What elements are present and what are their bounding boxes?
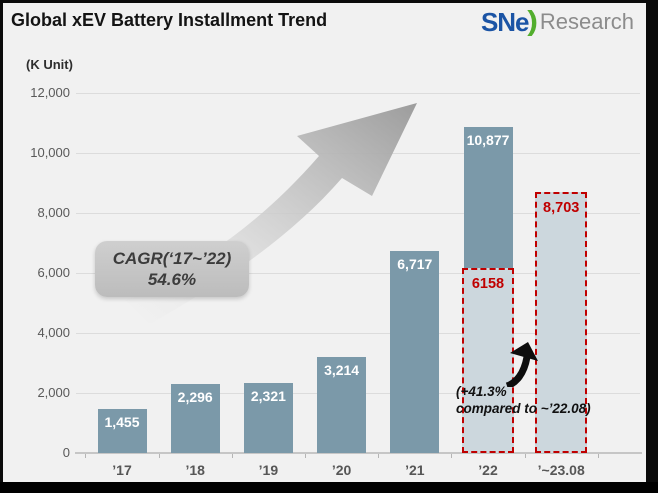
increase-arrow-icon — [505, 342, 538, 387]
gridline — [76, 332, 640, 334]
x-axis-tick — [85, 454, 87, 458]
frame-top-border — [0, 0, 658, 3]
bar-3: 2,321 — [243, 383, 293, 453]
x-axis-category-label: ’18 — [185, 462, 205, 478]
gridline — [76, 272, 640, 274]
comparison-note: (+41.3% compared to ~’22.08) — [456, 384, 591, 418]
y-axis-tick-label: 0 — [62, 445, 70, 460]
bar-partial-overlay: 6158 — [462, 268, 514, 453]
y-axis-tick-label: 10,000 — [30, 145, 70, 160]
sne-research-logo: SNe ) Research — [481, 7, 634, 37]
bar-value-label: 6,717 — [397, 256, 433, 273]
y-axis-tick-label: 6,000 — [37, 265, 70, 280]
bar-5: 6,717 — [390, 251, 440, 453]
x-axis-tick — [597, 454, 599, 458]
x-axis-category-label: ’21 — [405, 462, 425, 478]
x-axis-tick — [378, 454, 380, 458]
x-axis-tick — [231, 454, 233, 458]
logo-brand-text: SNe — [480, 7, 530, 37]
bar-forecast: 8,703 — [535, 191, 588, 453]
bar-value-label: 2,321 — [250, 388, 286, 405]
comparison-note-line1: (+41.3% — [456, 384, 507, 399]
bar-value-label: 3,214 — [324, 361, 360, 378]
x-axis-tick — [451, 454, 453, 458]
cagr-label: CAGR(‘17~’22) — [112, 248, 232, 268]
overlay-value-label: 6158 — [471, 276, 505, 293]
frame-right-border — [646, 0, 658, 493]
bar-4: 3,214 — [317, 356, 367, 453]
x-axis-category-label: ’22 — [478, 462, 498, 478]
axis-unit-label: (K Unit) — [26, 57, 73, 72]
y-axis-tick-label: 2,000 — [37, 385, 70, 400]
y-axis-tick-label: 12,000 — [30, 85, 70, 100]
x-axis-category-label: ’19 — [258, 462, 279, 478]
logo-suffix-text: Research — [539, 9, 634, 34]
bar-1: 1,455 — [97, 409, 147, 453]
y-axis-tick-label: 8,000 — [37, 205, 70, 220]
bar-value-label: 1,455 — [104, 414, 140, 431]
gridline — [76, 92, 640, 94]
logo-swoosh-icon: ) — [526, 5, 538, 36]
page-title: Global xEV Battery Installment Trend — [11, 10, 328, 30]
cagr-callout: CAGR(‘17~’22) 54.6% — [95, 241, 249, 297]
gridline — [76, 212, 640, 214]
bar-value-label: 10,877 — [466, 131, 510, 148]
y-axis-tick-label: 4,000 — [37, 325, 70, 340]
x-axis-line — [75, 452, 642, 454]
cagr-value: 54.6% — [147, 270, 197, 289]
bar-2: 2,296 — [170, 384, 220, 453]
x-axis-category-label: ’20 — [331, 462, 352, 478]
frame-bottom-border — [0, 482, 658, 493]
comparison-note-line2: compared to ~’22.08) — [456, 400, 591, 416]
x-axis-category-label: ’~23.08 — [537, 462, 585, 478]
frame-left-border — [0, 0, 3, 493]
x-axis-tick — [524, 454, 526, 458]
x-axis-tick — [158, 454, 160, 458]
x-axis-category-label: ’17 — [112, 462, 132, 478]
bar-value-label: 2,296 — [177, 389, 213, 406]
x-axis-tick — [305, 454, 306, 458]
bar-value-label: 8,703 — [543, 199, 580, 216]
